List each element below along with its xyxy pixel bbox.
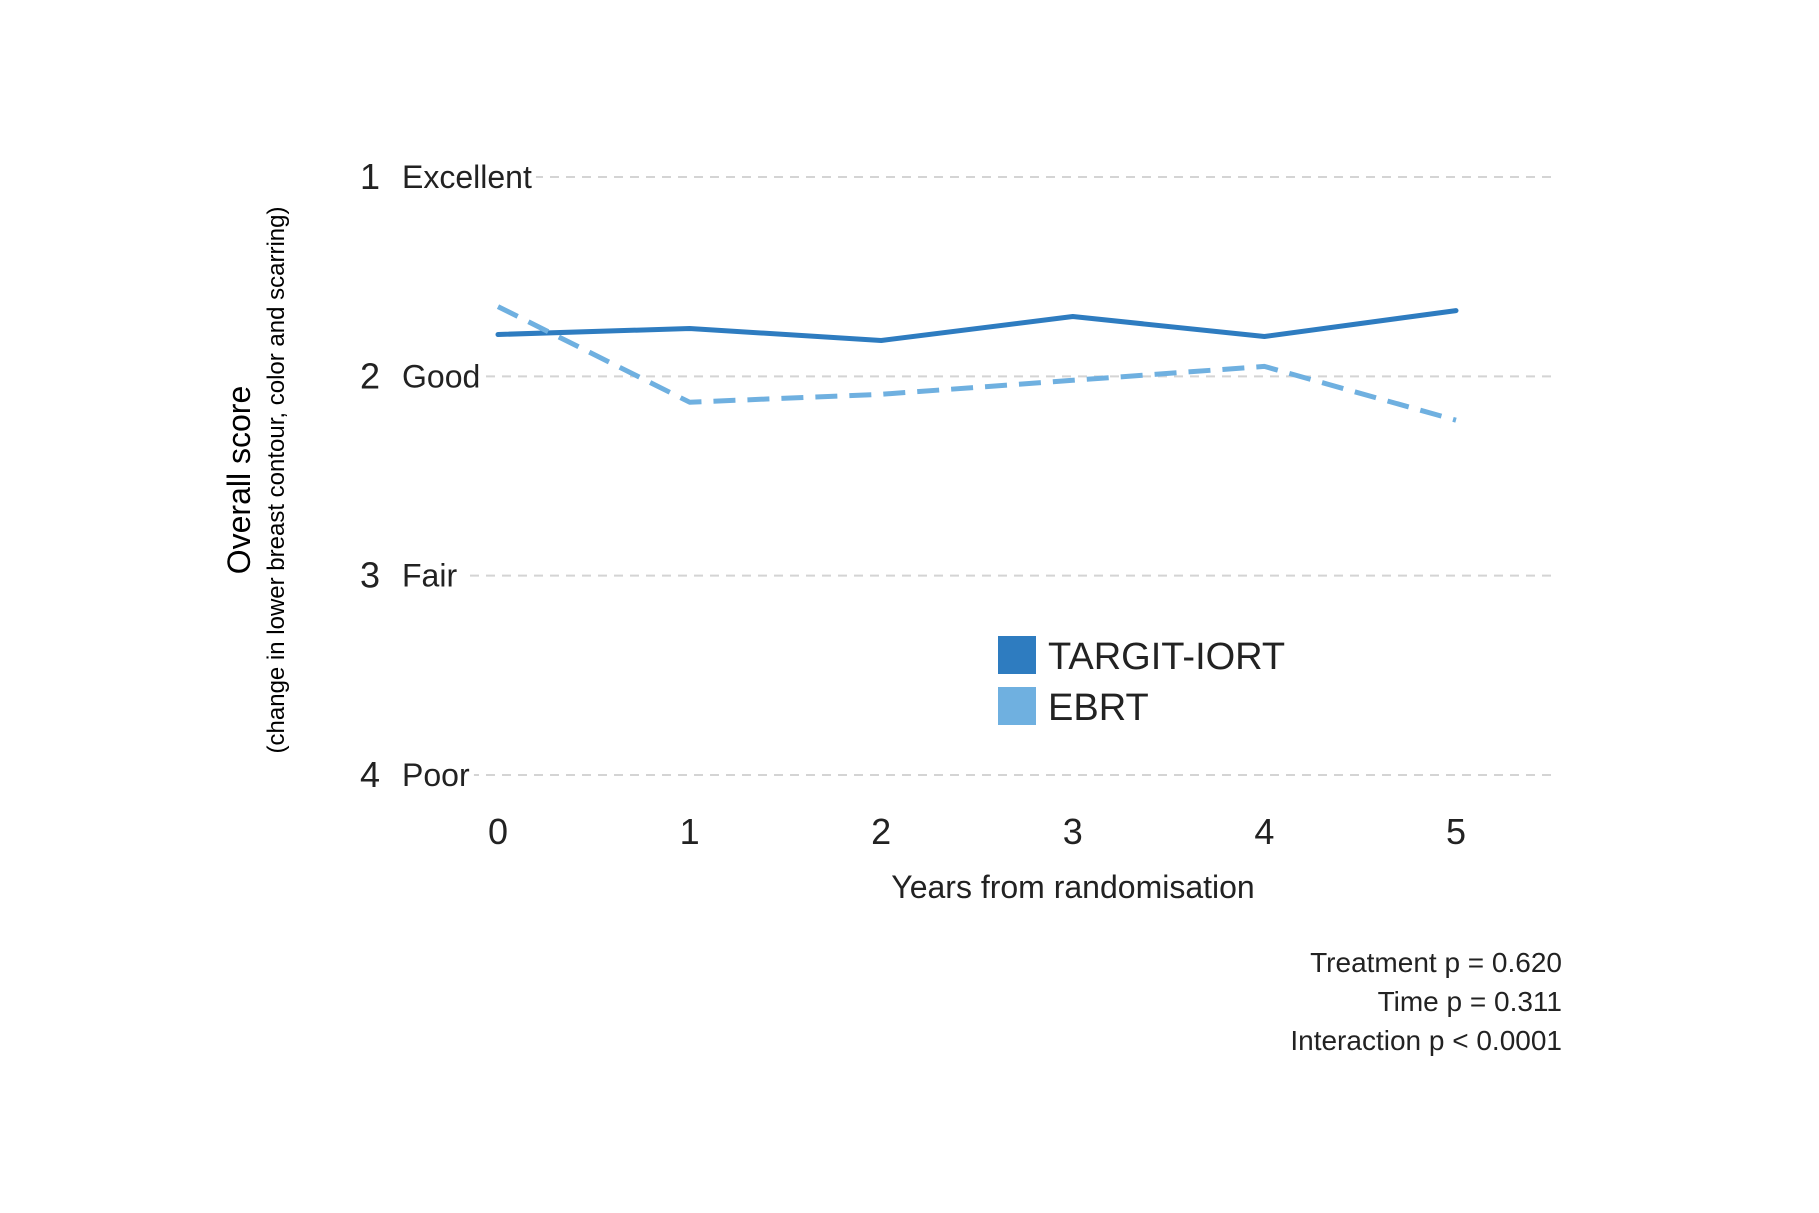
y-tick-number: 4 [360,754,380,795]
legend-label: TARGIT-IORT [1048,636,1285,678]
y-axis-title: Overall score (change in lower breast co… [221,207,290,754]
y-axis: 1 Excellent 2 Good 3 Fair 4 Poor [360,156,536,795]
y-axis-title-sub: (change in lower breast contour, color a… [263,207,290,754]
legend-label: EBRT [1048,687,1149,729]
p-value-annotation: Interaction p < 0.0001 [1290,1025,1562,1056]
x-tick-label: 2 [871,811,891,852]
y-tick-label-bg [398,171,536,183]
y-tick-label: Good [402,358,480,394]
y-tick-number: 1 [360,156,380,197]
legend-swatch [998,636,1036,674]
p-value-annotation: Time p = 0.311 [1378,986,1562,1017]
series-line-ebrt [496,304,1457,423]
y-tick-label-bg [398,370,485,383]
y-axis-title-main: Overall score [221,386,257,575]
y-tick-label-bg [398,569,462,582]
legend: TARGIT-IORT EBRT [998,636,1285,729]
x-axis-title: Years from randomisation [891,869,1254,905]
y-tick-label: Poor [402,757,470,793]
y-tick-label-bg [398,769,474,781]
y-tick-number: 2 [360,355,380,396]
y-tick-label: Fair [402,558,457,594]
gridlines [470,176,1555,776]
y-tick-label: Excellent [402,159,532,195]
x-axis: 0 1 2 3 4 5 [488,811,1466,852]
y-tick-number: 3 [360,555,380,596]
x-tick-label: 4 [1254,811,1274,852]
series-lines [495,304,1459,423]
p-value-annotation: Treatment p = 0.620 [1310,947,1562,978]
x-tick-label: 3 [1063,811,1083,852]
x-tick-label: 5 [1446,811,1466,852]
legend-swatch [998,687,1036,725]
series-line-targit-iort [495,308,1459,343]
p-value-annotations: Treatment p = 0.620 Time p = 0.311 Interac… [1290,947,1562,1056]
x-tick-label: 1 [680,811,700,852]
x-tick-label: 0 [488,811,508,852]
